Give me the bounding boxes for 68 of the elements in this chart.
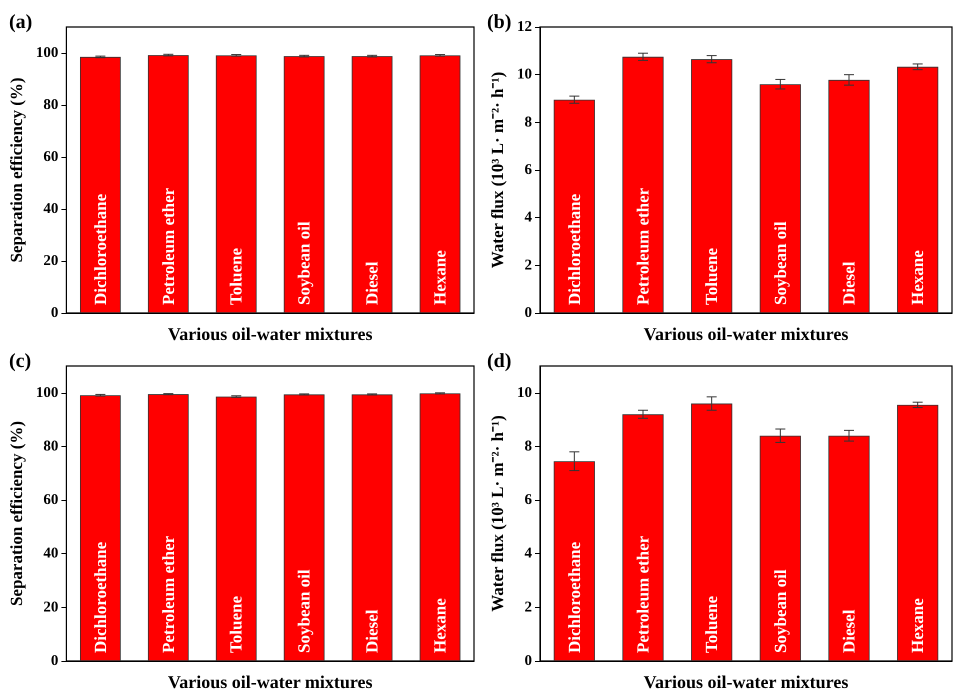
y-tick-label: 4 — [524, 546, 532, 562]
y-tick-label: 6 — [524, 492, 532, 508]
chart-title: (c) — [9, 350, 32, 372]
y-tick-label: 8 — [524, 438, 532, 454]
x-tick-label: Toluene — [226, 596, 246, 653]
y-tick-label: 10 — [517, 384, 532, 401]
x-tick-label: Soybean oil — [770, 221, 790, 305]
y-tick-label: 2 — [524, 599, 532, 616]
y-tick-label: 0 — [524, 653, 532, 669]
y-tick-label: 0 — [50, 305, 58, 321]
bar — [622, 414, 664, 661]
x-tick-label: Soybean oil — [294, 569, 314, 653]
x-tick-label: Toluene — [702, 248, 722, 305]
x-tick-label: Diesel — [840, 261, 858, 305]
y-axis-title: Separation efficiency (%) — [7, 77, 26, 263]
y-tick-label: 8 — [524, 114, 532, 130]
y-tick-label: 12 — [517, 19, 532, 35]
chart-title: (a) — [9, 11, 32, 33]
y-tick-label: 20 — [43, 253, 58, 269]
x-tick-label: Dichloroethane — [564, 193, 584, 305]
bar — [691, 59, 732, 313]
y-tick-label: 4 — [524, 210, 532, 226]
y-axis-title: Separation efficiency (%) — [7, 420, 26, 606]
x-tick-label: Diesel — [840, 609, 858, 653]
bar — [554, 100, 595, 313]
x-tick-label: Diesel — [362, 261, 382, 305]
y-tick-label: 0 — [50, 653, 58, 669]
y-tick-label: 6 — [524, 162, 532, 178]
y-tick-label: 2 — [524, 257, 532, 274]
x-tick-label: Toluene — [226, 248, 246, 305]
chart-title: (d) — [487, 350, 512, 372]
x-tick-label: Hexane — [908, 250, 928, 305]
y-tick-label: 40 — [43, 546, 58, 562]
y-tick-label: 60 — [43, 492, 58, 508]
y-axis-title: Water flux (10³ L· m⁻²· h⁻¹) — [488, 72, 507, 268]
y-tick-label: 60 — [43, 149, 58, 165]
y-axis-title: Water flux (10³ L· m⁻²· h⁻¹) — [488, 415, 507, 612]
y-tick-label: 40 — [43, 201, 58, 217]
x-tick-label: Hexane — [430, 250, 450, 305]
bar — [897, 66, 938, 313]
x-tick-label: Petroleum ether — [634, 187, 652, 305]
x-tick-label: Toluene — [702, 596, 722, 653]
y-tick-label: 80 — [43, 97, 58, 113]
bar — [622, 56, 664, 313]
x-tick-label: Dichloroethane — [564, 541, 584, 653]
x-tick-label: Soybean oil — [770, 569, 790, 653]
bar — [897, 404, 938, 661]
x-axis-title: Various oil-water mixtures — [644, 672, 848, 692]
y-tick-label: 100 — [36, 45, 58, 61]
x-tick-label: Dichloroethane — [90, 193, 110, 305]
x-axis-title: Various oil-water mixtures — [168, 672, 373, 692]
y-tick-label: 100 — [36, 384, 58, 401]
x-tick-label: Petroleum ether — [158, 187, 178, 305]
bar — [760, 84, 801, 313]
x-tick-label: Petroleum ether — [158, 535, 178, 653]
x-tick-label: Hexane — [908, 598, 928, 653]
y-tick-label: 0 — [524, 305, 532, 321]
y-tick-label: 10 — [517, 66, 532, 83]
y-tick-label: 80 — [43, 438, 58, 454]
y-tick-label: 20 — [43, 599, 58, 616]
x-axis-title: Various oil-water mixtures — [644, 324, 848, 344]
x-tick-label: Petroleum ether — [634, 535, 652, 653]
chart-title: (b) — [487, 11, 512, 33]
x-tick-label: Soybean oil — [294, 221, 314, 305]
x-axis-title: Various oil-water mixtures — [168, 324, 373, 344]
x-tick-label: Dichloroethane — [90, 541, 110, 653]
x-tick-label: Diesel — [362, 609, 382, 653]
x-tick-label: Hexane — [430, 598, 450, 653]
